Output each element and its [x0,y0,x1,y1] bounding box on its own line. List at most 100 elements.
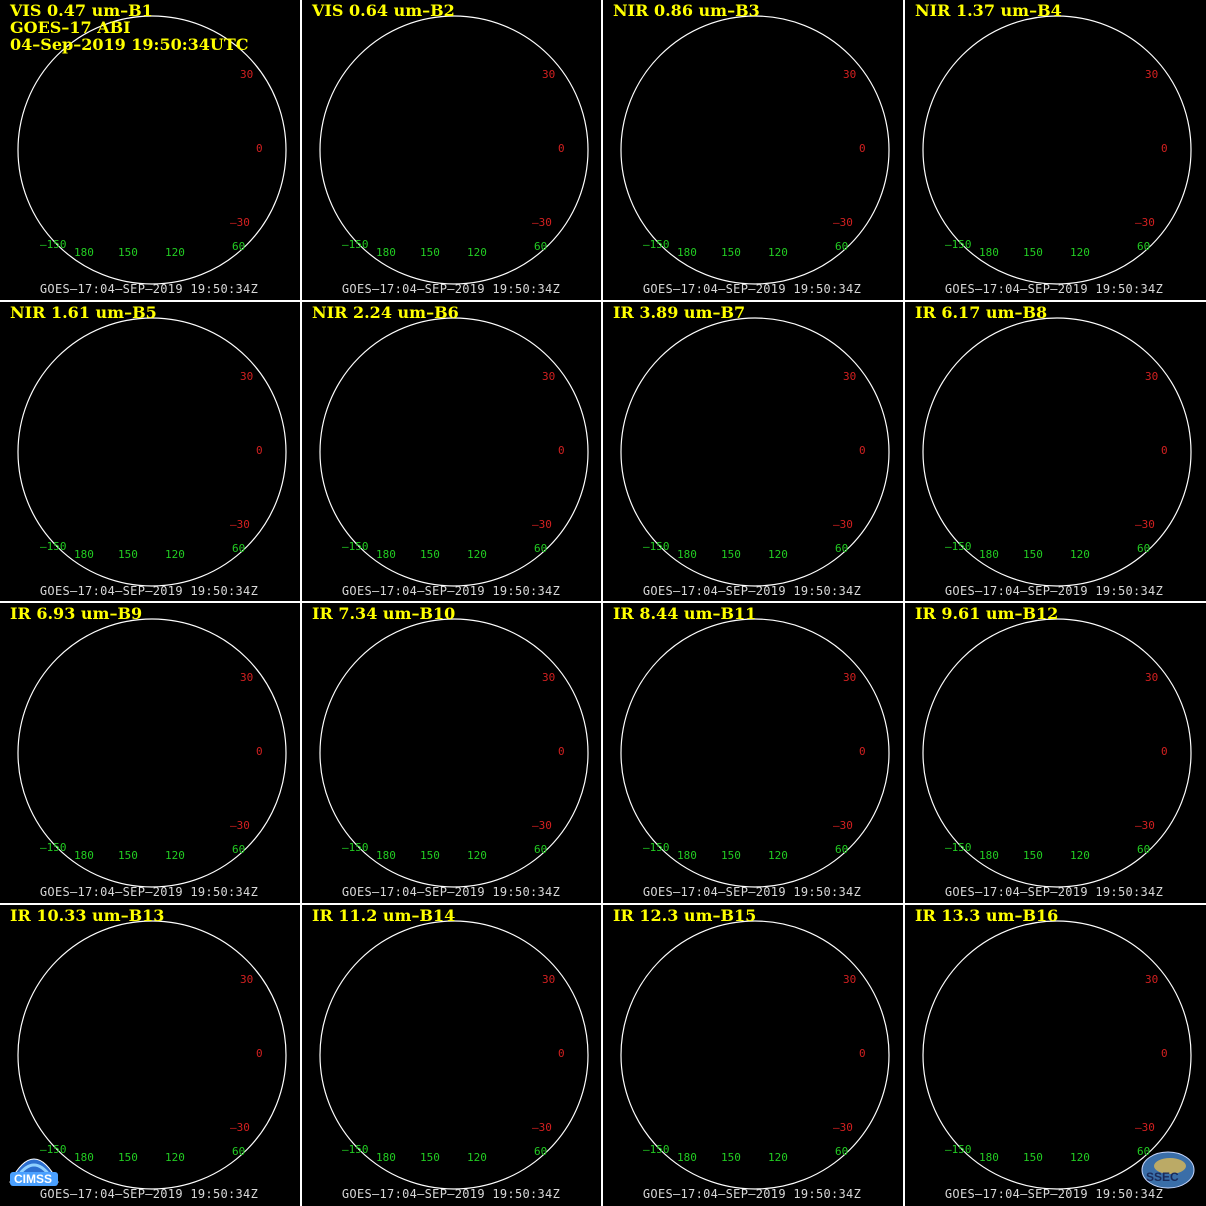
timestamp-footer: GOES–17:04–SEP–2019 19:50:34Z [341,1187,561,1201]
band-title: VIS 0.64 um–B2 [312,1,455,20]
longitude-label: 120 [467,1151,487,1164]
latitude-label: –30 [532,216,552,229]
band-panel: 30 0 –30 –150 180 150 120 60 VIS 0.64 um–B2 GOES–… [302,0,600,298]
longitude-label: 120 [768,849,788,862]
band-title: VIS 0.47 um–B1 GOES–17 ABI 04–Sep–2019 19:… [10,2,249,53]
longitude-label: 120 [165,849,185,862]
logo-text: SSEC [1146,1170,1179,1184]
longitude-label: 180 [979,1151,999,1164]
latitude-label: –30 [833,819,853,832]
latitude-label: 0 [256,142,263,155]
latitude-label: 0 [256,444,263,457]
earth-disk-image: 30 0 –30 –150 180 150 120 60 [922,15,1192,285]
cimss-logo: CIMSS [6,1136,62,1192]
earth-disk-image: 30 0 –30 –150 180 150 120 60 [922,618,1192,888]
latitude-label: 0 [859,1047,866,1060]
timestamp-footer: GOES–17:04–SEP–2019 19:50:34Z [341,885,561,899]
longitude-label: 60 [1137,1145,1150,1158]
longitude-label: –150 [342,841,369,854]
longitude-label: 150 [721,849,741,862]
longitude-label: 150 [420,548,440,561]
earth-disk-image: 30 0 –30 –150 180 150 120 60 [620,618,890,888]
band-title: NIR 1.61 um–B5 [10,303,157,322]
longitude-label: 180 [677,548,697,561]
longitude-label: 180 [677,246,697,259]
latitude-label: 0 [558,142,565,155]
longitude-label: 60 [232,1145,245,1158]
band-title: IR 7.34 um–B10 [312,604,456,623]
latitude-label: 0 [1161,444,1168,457]
longitude-label: 150 [118,246,138,259]
earth-disk-image: 30 0 –30 –150 180 150 120 60 [620,920,890,1190]
longitude-label: 60 [1137,240,1150,253]
band-title: NIR 1.37 um–B4 [915,1,1062,20]
logo-text: CIMSS [14,1172,53,1186]
latitude-label: 30 [843,370,856,383]
latitude-label: –30 [532,1121,552,1134]
longitude-label: 180 [74,548,94,561]
latitude-label: 30 [843,68,856,81]
longitude-label: 60 [835,843,848,856]
header-line1: VIS 0.47 um–B1 [10,1,153,20]
latitude-label: –30 [833,216,853,229]
longitude-label: –150 [342,1143,369,1156]
band-panel: 30 0 –30 –150 180 150 120 60 NIR 0.86 um–B3 GOES–… [603,0,901,298]
longitude-label: 150 [721,246,741,259]
earth-disk-image: 30 0 –30 –150 180 150 120 60 [17,15,287,285]
band-title: IR 10.33 um–B13 [10,906,165,925]
longitude-label: 180 [979,849,999,862]
longitude-label: –150 [643,238,670,251]
latitude-label: –30 [230,819,250,832]
earth-disk-image: 30 0 –30 –150 180 150 120 60 [319,15,589,285]
latitude-label: 30 [240,68,253,81]
timestamp-footer: GOES–17:04–SEP–2019 19:50:34Z [39,885,259,899]
latitude-label: 30 [240,370,253,383]
band-panel: 30 0 –30 –150 180 150 120 60 IR 13.3 um–B16 GOES–… [905,905,1203,1203]
panel-divider [601,0,603,1206]
longitude-label: 180 [376,548,396,561]
longitude-label: 150 [1023,849,1043,862]
longitude-label: –150 [643,1143,670,1156]
band-panel: 30 0 –30 –150 180 150 120 60 IR 6.93 um–B9 GOES–1… [0,603,298,901]
longitude-label: 120 [165,1151,185,1164]
longitude-label: 180 [376,246,396,259]
longitude-label: 180 [677,849,697,862]
latitude-label: –30 [230,518,250,531]
header-line3: 04–Sep–2019 19:50:34UTC [10,35,249,54]
longitude-label: 60 [534,542,547,555]
longitude-label: 60 [1137,843,1150,856]
timestamp-footer: GOES–17:04–SEP–2019 19:50:34Z [944,885,1164,899]
latitude-label: 0 [256,1047,263,1060]
longitude-label: 120 [1070,548,1090,561]
longitude-label: 60 [534,1145,547,1158]
latitude-label: 30 [1145,68,1158,81]
longitude-label: 60 [534,240,547,253]
panel-divider [0,300,1206,302]
longitude-label: 180 [979,246,999,259]
band-panel: 30 0 –30 –150 180 150 120 60 NIR 2.24 um–B6 GOES–… [302,302,600,600]
band-title: IR 6.17 um–B8 [915,303,1048,322]
longitude-label: –150 [643,841,670,854]
latitude-label: 30 [542,68,555,81]
band-title: IR 6.93 um–B9 [10,604,143,623]
latitude-label: –30 [1135,819,1155,832]
timestamp-footer: GOES–17:04–SEP–2019 19:50:34Z [341,282,561,296]
latitude-label: 30 [843,671,856,684]
band-title: IR 13.3 um–B16 [915,906,1059,925]
longitude-label: 120 [1070,1151,1090,1164]
longitude-label: 120 [165,548,185,561]
longitude-label: 150 [420,849,440,862]
longitude-label: 60 [232,240,245,253]
longitude-label: –150 [40,540,67,553]
band-panel: 30 0 –30 –150 180 150 120 60 IR 8.44 um–B11 GOES–… [603,603,901,901]
latitude-label: 30 [1145,973,1158,986]
longitude-label: 180 [74,849,94,862]
earth-disk-image: 30 0 –30 –150 180 150 120 60 [922,920,1192,1190]
longitude-label: 180 [376,849,396,862]
longitude-label: 120 [768,548,788,561]
timestamp-footer: GOES–17:04–SEP–2019 19:50:34Z [39,1187,259,1201]
latitude-label: 0 [859,745,866,758]
band-panel: 30 0 –30 –150 180 150 120 60 IR 11.2 um–B14 GOES–… [302,905,600,1203]
latitude-label: –30 [532,819,552,832]
